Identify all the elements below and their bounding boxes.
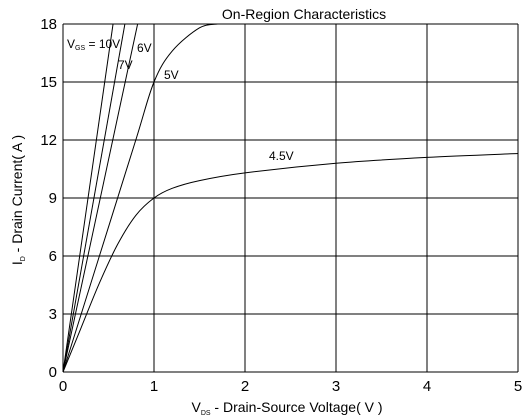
x-axis-label: VDS - Drain-Source Voltage( V ) (191, 399, 382, 417)
series-line-7v (63, 24, 126, 372)
curve-label-7v: 7V (118, 58, 133, 72)
x-tick-label: 0 (59, 378, 67, 395)
x-tick-label: 4 (423, 378, 431, 395)
curve-label-6v: 6V (137, 41, 152, 55)
x-label-rest: - Drain-Source Voltage( V ) (211, 399, 383, 415)
x-tick-label: 3 (332, 378, 340, 395)
vgs-sub: GS (75, 45, 85, 52)
x-tick-label: 5 (514, 378, 522, 395)
curve-label-10v: VGS = 10V (67, 37, 120, 52)
y-axis-label: ID - Drain Current( A ) (9, 135, 27, 265)
curves (63, 24, 518, 372)
y-label-main: I (9, 261, 25, 265)
x-tick-label: 1 (150, 378, 158, 395)
y-tick-label: 15 (40, 74, 57, 91)
series-line-10v (63, 24, 114, 372)
y-label-sub: D (20, 256, 27, 261)
curve-label-5v: 5V (164, 68, 179, 82)
chart-title: On-Region Characteristics (222, 6, 386, 22)
curve-label-4-5v: 4.5V (269, 149, 294, 163)
grid (62, 23, 519, 373)
y-tick-label: 12 (40, 132, 57, 149)
y-tick-label: 0 (49, 364, 57, 381)
y-label-rest: - Drain Current( A ) (9, 135, 25, 256)
y-tick-label: 9 (49, 190, 57, 207)
y-tick-label: 3 (49, 306, 57, 323)
y-tick-label: 6 (49, 248, 57, 265)
x-label-main: V (191, 399, 201, 415)
vgs-main: V (67, 37, 75, 51)
series-line-5v (63, 24, 218, 372)
x-label-sub: DS (201, 410, 211, 417)
series-line-4-5v (63, 153, 518, 372)
series-line-6v (63, 24, 139, 372)
y-tick-label: 18 (40, 16, 57, 33)
x-tick-label: 2 (241, 378, 249, 395)
vgs-rest: = 10V (85, 37, 120, 51)
